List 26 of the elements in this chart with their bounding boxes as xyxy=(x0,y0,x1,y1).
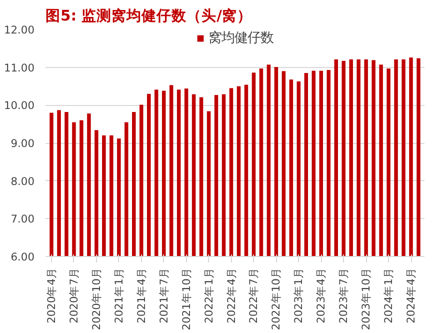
x-tick-label: 2022年4月 xyxy=(224,267,238,324)
x-tick-label: 2024年1月 xyxy=(382,267,396,324)
x-tick-label: 2021年7月 xyxy=(157,267,170,324)
y-tick-label: 8.00 xyxy=(10,174,35,188)
x-tick-label: 2021年1月 xyxy=(112,267,126,324)
y-tick-label: 6.00 xyxy=(10,250,35,264)
chart-title: 图5: 监测窝均健仔数（头/窝） xyxy=(46,6,252,24)
x-tick-label: 2022年1月 xyxy=(202,267,216,324)
x-tick-label: 2023年4月 xyxy=(314,267,328,324)
x-tick-label: 2022年10月 xyxy=(270,267,283,330)
y-tick-label: 11.00 xyxy=(4,61,35,74)
y-tick-label: 10.00 xyxy=(4,99,35,112)
legend-label: 窝均健仔数 xyxy=(208,30,274,47)
x-tick-label: 2023年10月 xyxy=(360,267,373,330)
y-tick-label: 9.00 xyxy=(10,137,35,150)
x-tick-label: 2022年7月 xyxy=(247,267,260,324)
x-tick-label: 2023年1月 xyxy=(292,267,306,324)
x-tick-label: 2020年4月 xyxy=(44,267,58,324)
x-tick-label: 2023年7月 xyxy=(337,267,350,324)
x-tick-label: 2024年4月 xyxy=(404,267,418,324)
y-tick-label: 12.00 xyxy=(4,24,35,36)
x-tick-label: 2021年4月 xyxy=(134,267,148,324)
y-tick-label: 7.00 xyxy=(10,212,35,226)
x-tick-label: 2020年7月 xyxy=(67,267,80,324)
x-tick-label: 2020年10月 xyxy=(90,267,103,330)
x-tick-label: 2021年10月 xyxy=(180,267,193,330)
